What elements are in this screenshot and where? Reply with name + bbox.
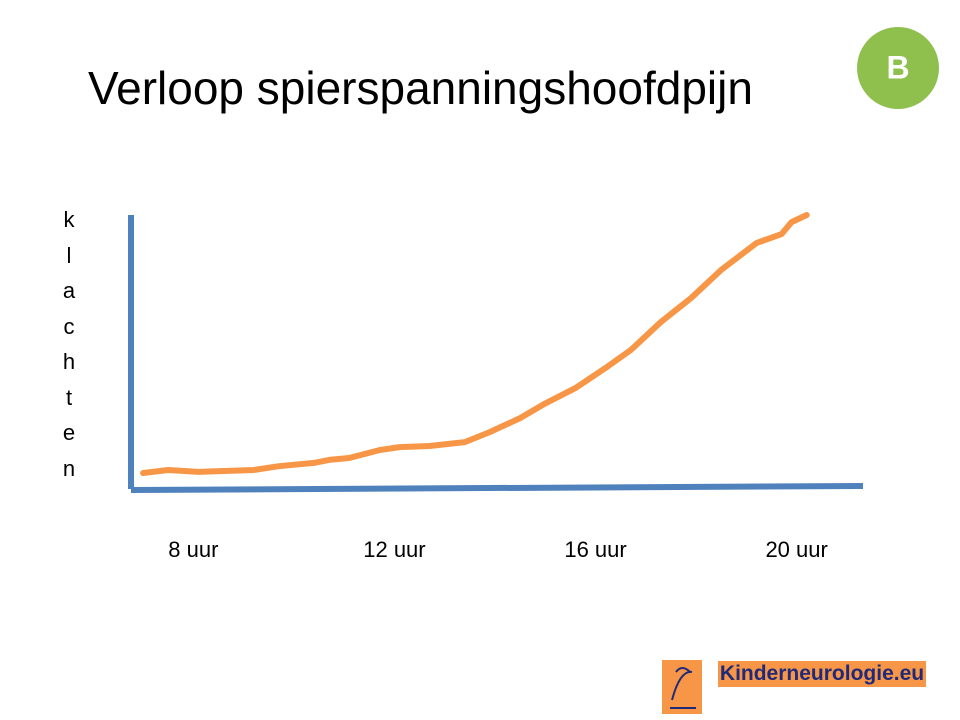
x-tick-label: 8 uur — [168, 537, 218, 562]
x-tick-label: 12 uur — [363, 537, 425, 562]
logo-text: Kinderneurologie.eu — [718, 661, 926, 687]
x-tick-label: 20 uur — [765, 537, 827, 562]
logo-figure — [670, 667, 696, 709]
chart-title: Verloop spierspanningshoofdpijn — [88, 62, 753, 114]
badge-label: B — [886, 49, 909, 85]
x-tick-label: 16 uur — [564, 537, 626, 562]
y-axis-label: klachten — [62, 207, 76, 481]
x-axis — [130, 483, 864, 493]
badge-circle — [857, 27, 939, 109]
data-line — [140, 212, 810, 476]
